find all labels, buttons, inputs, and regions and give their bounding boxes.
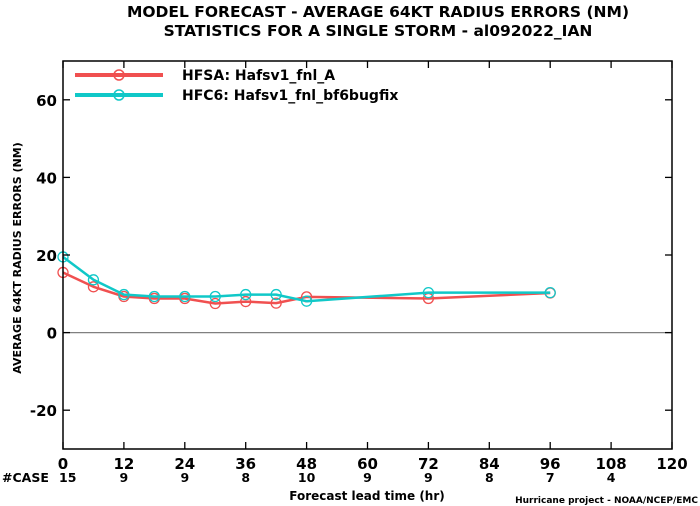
case-count: 8: [241, 470, 250, 485]
x-tick-label: 72: [418, 455, 439, 473]
data-point-hfsa: [270, 297, 282, 309]
data-point-hfc6: [118, 288, 130, 301]
x-tick-label: 60: [357, 455, 378, 473]
y-tick-label: 20: [36, 247, 57, 265]
case-count: 8: [485, 470, 494, 485]
data-point-hfsa: [87, 281, 100, 293]
y-tick-label: 60: [36, 92, 57, 110]
chart-title: MODEL FORECAST - AVERAGE 64KT RADIUS ERR…: [127, 3, 629, 21]
legend-label-hfc6: HFC6: Hafsv1_fnl_bf6bugfix: [182, 88, 398, 104]
x-axis-label: Forecast lead time (hr): [289, 489, 445, 503]
x-tick-label: 36: [235, 455, 256, 473]
x-tick-label: 84: [479, 455, 500, 473]
y-tick-label: -20: [30, 402, 57, 420]
case-count: 9: [424, 470, 433, 485]
data-point-hfsa: [240, 295, 252, 308]
case-count: 7: [546, 470, 555, 485]
data-point-hfc6: [300, 295, 313, 307]
data-point-hfc6: [270, 288, 282, 301]
x-tick-label: 48: [296, 455, 317, 473]
y-tick-label: 40: [36, 169, 57, 187]
data-point-hfc6: [179, 290, 191, 303]
case-count: 9: [180, 470, 189, 485]
x-tick-label: 120: [656, 455, 687, 473]
series-line-hfsa: [62, 271, 551, 305]
x-tick-label: 0: [58, 455, 68, 473]
x-tick-label: 24: [174, 455, 195, 473]
y-tick-label: 0: [47, 325, 57, 343]
legend-label-hfsa: HFSA: Hafsv1_fnl_A: [182, 68, 335, 84]
series-line-hfc6: [62, 255, 551, 303]
case-count: 9: [363, 470, 372, 485]
credit-text: Hurricane project - NOAA/NCEP/EMC: [515, 496, 698, 506]
data-point-hfc6: [240, 288, 252, 301]
data-point-hfc6: [87, 274, 100, 286]
case-count: 10: [298, 470, 316, 485]
data-point-hfsa: [209, 297, 221, 310]
y-axis-label: AVERAGE 64KT RADIUS ERRORS (NM): [11, 142, 24, 373]
legend-marker-hfc6: [113, 89, 125, 101]
case-count: 15: [59, 470, 76, 485]
case-label: #CASE: [2, 470, 49, 485]
data-point-hfc6: [544, 286, 556, 299]
plot-frame: [62, 60, 673, 450]
chart-subtitle: STATISTICS FOR A SINGLE STORM - al092022…: [164, 22, 593, 40]
x-tick-label: 96: [540, 455, 561, 473]
case-count: 4: [607, 470, 616, 485]
data-point-hfc6: [209, 290, 221, 303]
legend-marker-hfsa: [113, 69, 125, 81]
data-point-hfc6: [148, 290, 161, 303]
case-count: 9: [120, 470, 129, 485]
x-tick-label: 108: [595, 455, 626, 473]
x-tick-label: 12: [113, 455, 134, 473]
data-point-hfc6: [422, 286, 435, 299]
